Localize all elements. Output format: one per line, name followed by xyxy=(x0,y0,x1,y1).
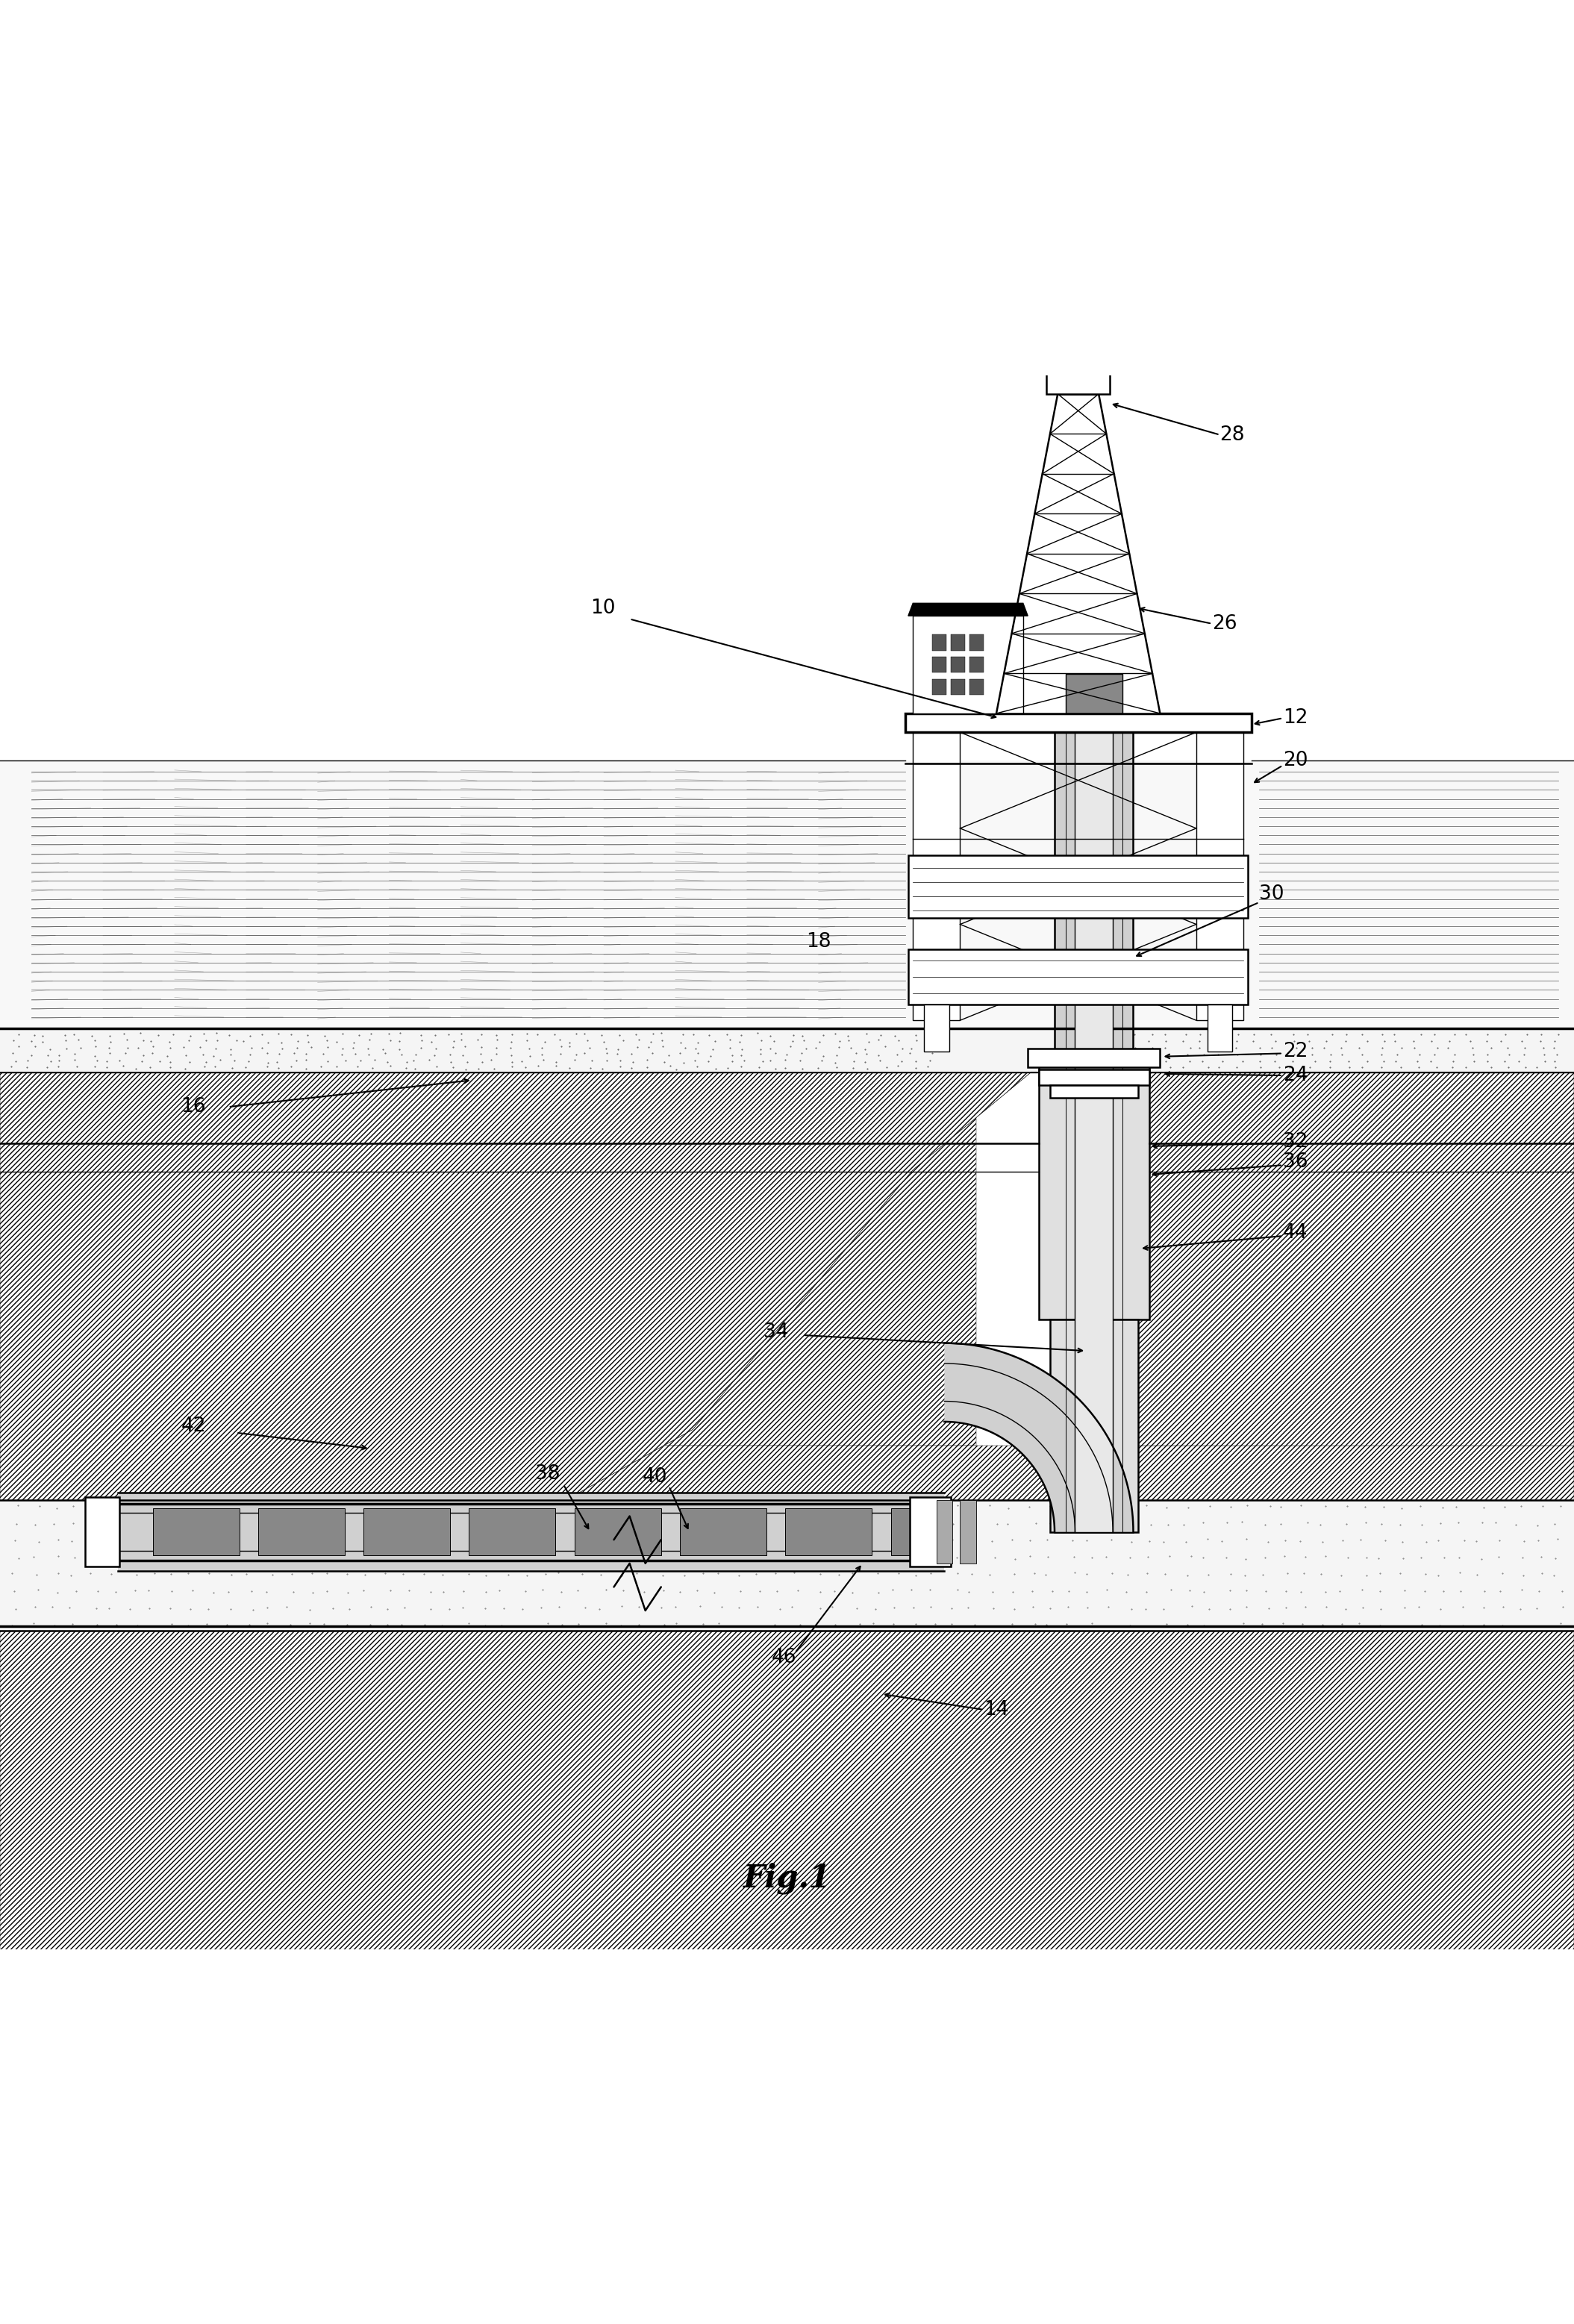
Bar xyxy=(1028,1048,1160,1067)
Polygon shape xyxy=(1047,325,1110,365)
Bar xyxy=(258,1508,345,1555)
Bar xyxy=(85,1497,120,1566)
Bar xyxy=(118,1492,944,1571)
Bar xyxy=(1075,713,1113,1532)
Bar xyxy=(937,1501,952,1564)
Text: Fig.1: Fig.1 xyxy=(743,1862,831,1894)
Bar xyxy=(932,679,946,695)
Bar xyxy=(951,658,965,672)
Text: 44: 44 xyxy=(1283,1222,1308,1243)
Bar xyxy=(951,634,965,651)
Bar xyxy=(1196,732,1243,1020)
Bar xyxy=(1039,1069,1149,1085)
Bar xyxy=(0,1027,1574,1071)
Text: 24: 24 xyxy=(1283,1067,1308,1085)
Bar xyxy=(1050,1320,1138,1532)
Bar xyxy=(913,616,1023,713)
Bar xyxy=(910,1497,951,1566)
Bar xyxy=(1207,1004,1232,1053)
Text: 28: 28 xyxy=(1220,425,1245,444)
Bar xyxy=(575,1508,661,1555)
Bar xyxy=(932,658,946,672)
Text: 14: 14 xyxy=(984,1701,1009,1720)
Bar xyxy=(469,1508,556,1555)
Bar xyxy=(951,679,965,695)
Text: 42: 42 xyxy=(181,1418,206,1436)
Bar xyxy=(0,1446,1574,1508)
Bar xyxy=(913,732,960,1020)
Bar xyxy=(970,658,984,672)
Text: 46: 46 xyxy=(771,1648,796,1669)
Polygon shape xyxy=(0,1071,1574,1508)
Text: 36: 36 xyxy=(1283,1153,1308,1171)
Polygon shape xyxy=(908,604,1028,616)
Text: 26: 26 xyxy=(1212,614,1237,634)
Polygon shape xyxy=(944,1343,1133,1532)
Bar xyxy=(970,634,984,651)
Bar xyxy=(970,679,984,695)
Bar xyxy=(1055,713,1133,1532)
Text: 34: 34 xyxy=(763,1322,789,1341)
Bar xyxy=(1039,1064,1149,1320)
Bar xyxy=(908,855,1248,918)
Text: 18: 18 xyxy=(806,932,831,951)
Bar xyxy=(1066,674,1122,713)
Bar xyxy=(1047,365,1110,393)
Bar xyxy=(960,1501,976,1564)
Text: 20: 20 xyxy=(1283,751,1308,769)
Bar xyxy=(932,634,946,651)
Text: 12: 12 xyxy=(1283,709,1308,727)
Polygon shape xyxy=(0,1071,1574,1508)
Text: 38: 38 xyxy=(535,1464,560,1483)
Bar xyxy=(1050,1085,1138,1097)
Bar xyxy=(153,1508,239,1555)
Bar xyxy=(364,1508,450,1555)
Bar xyxy=(0,1501,1574,1631)
Bar xyxy=(0,1071,976,1446)
Bar xyxy=(891,1508,929,1555)
Text: 22: 22 xyxy=(1283,1041,1308,1062)
Bar xyxy=(924,1004,949,1053)
Text: 30: 30 xyxy=(1259,885,1284,904)
Text: 16: 16 xyxy=(181,1097,206,1116)
Bar xyxy=(905,713,1251,732)
Text: 10: 10 xyxy=(590,597,615,618)
Bar xyxy=(680,1508,767,1555)
Text: 32: 32 xyxy=(1283,1132,1308,1150)
Bar xyxy=(908,951,1248,1004)
Text: 40: 40 xyxy=(642,1466,667,1487)
Bar xyxy=(0,1627,1574,1957)
Polygon shape xyxy=(996,393,1160,713)
Bar xyxy=(0,760,1574,1027)
Bar xyxy=(785,1508,872,1555)
Bar xyxy=(1133,1071,1574,1446)
